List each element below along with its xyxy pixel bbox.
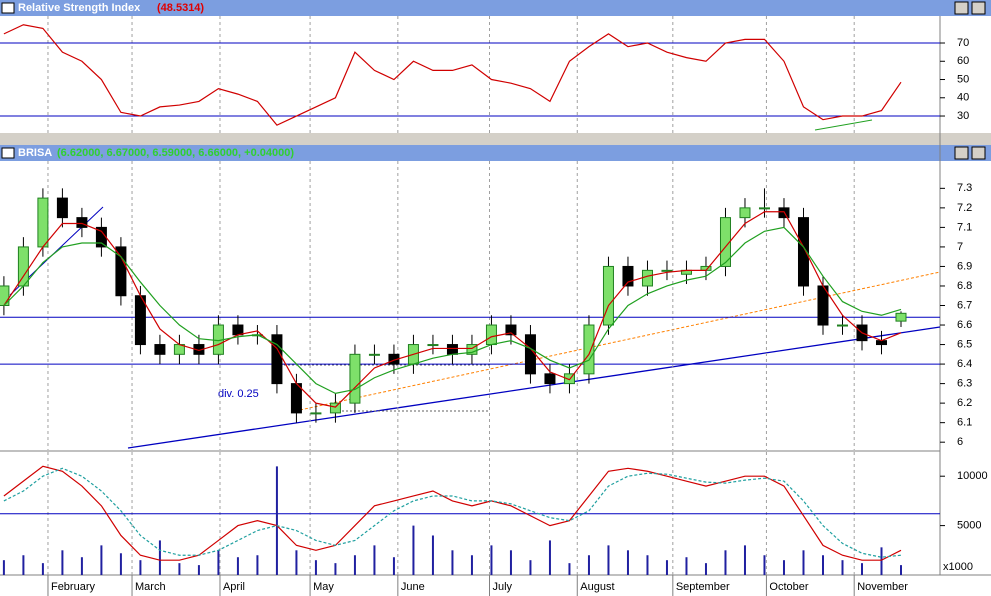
candle-body — [466, 344, 478, 355]
line-series — [3, 226, 902, 395]
candle-body — [115, 246, 127, 297]
close-button[interactable] — [971, 146, 986, 160]
y-tick-label: 7.1 — [957, 221, 972, 233]
x-tick-label: November — [857, 581, 908, 593]
line-series — [3, 467, 902, 558]
candle-body — [349, 353, 361, 404]
candle-body — [427, 344, 439, 347]
y-tick-label: 6.5 — [957, 338, 972, 350]
candle-body — [154, 344, 166, 355]
candle-body — [622, 265, 634, 287]
y-tick-label: 6.2 — [957, 397, 972, 409]
x-tick-label: June — [401, 581, 425, 593]
line-series — [3, 465, 902, 561]
line-series — [3, 24, 902, 126]
title-bar — [0, 145, 991, 161]
candle-body — [56, 197, 68, 219]
candle-body — [641, 269, 653, 287]
candle-body — [76, 217, 88, 228]
candle-body — [836, 324, 848, 327]
y-tick-label: 6.8 — [957, 280, 972, 292]
x-tick-label: July — [493, 581, 513, 593]
restore-button[interactable] — [954, 146, 969, 160]
pane-title: BRISA — [18, 147, 52, 159]
candle-body — [290, 383, 302, 414]
x-tick-label: April — [223, 581, 245, 593]
candle-body — [661, 269, 673, 272]
y-tick-label: 6.1 — [957, 417, 972, 429]
candle-body — [797, 217, 809, 287]
candle-body — [446, 344, 458, 355]
candle-body — [271, 334, 283, 385]
y-tick-label: 6.7 — [957, 299, 972, 311]
window-icon — [1, 2, 15, 14]
candle-body — [37, 197, 49, 248]
y-tick-label: 50 — [957, 73, 969, 85]
x-tick-label: March — [135, 581, 166, 593]
trend-line — [299, 271, 941, 411]
y-tick-label: 6.3 — [957, 378, 972, 390]
candle-body — [505, 324, 517, 336]
candle-body — [134, 295, 146, 346]
candle-body — [739, 207, 751, 219]
close-button[interactable] — [971, 1, 986, 15]
candle-body — [524, 334, 536, 375]
title-bar — [0, 0, 991, 16]
candle-body — [758, 207, 770, 210]
candle-body — [719, 217, 731, 267]
y-tick-label: 6.6 — [957, 319, 972, 331]
line-series — [3, 211, 902, 408]
y-tick-label: 60 — [957, 55, 969, 67]
candle-body — [583, 324, 595, 375]
y-tick-label: 6.4 — [957, 358, 972, 370]
y-tick-label: 10000 — [957, 470, 988, 482]
y-tick-label: 5000 — [957, 520, 981, 532]
x-tick-label: August — [580, 581, 614, 593]
x-tick-label: May — [313, 581, 334, 593]
x-tick-label: September — [676, 581, 730, 593]
y-tick-label: 70 — [957, 37, 969, 49]
candle-body — [17, 246, 29, 287]
candle-body — [895, 312, 907, 322]
separator — [0, 133, 991, 145]
pane-title-value: (48.5314) — [157, 2, 204, 14]
candle-body — [310, 412, 322, 415]
candle-body — [602, 265, 614, 326]
candle-body — [329, 402, 341, 414]
trend-line — [127, 326, 941, 449]
trend-line — [814, 119, 873, 131]
y-tick-label: 6 — [957, 436, 963, 448]
pane-title-value: (6.62000, 6.67000, 6.59000, 6.66000, +0.… — [57, 147, 294, 159]
restore-button[interactable] — [954, 1, 969, 15]
y-tick-label: 7.2 — [957, 202, 972, 214]
x-tick-label: October — [769, 581, 808, 593]
window-icon — [1, 147, 15, 159]
y-tick-label: 7 — [957, 241, 963, 253]
annotation: div. 0.25 — [218, 388, 259, 400]
candle-body — [368, 353, 380, 356]
pane-title: Relative Strength Index — [18, 2, 141, 14]
y-tick-label: 40 — [957, 92, 969, 104]
x-tick-label: February — [51, 581, 96, 593]
y-tick-label: 7.3 — [957, 182, 972, 194]
candle-body — [232, 324, 244, 336]
y-tick-label: 6.9 — [957, 260, 972, 272]
y-tick-label: 30 — [957, 110, 969, 122]
unit-label: x1000 — [943, 561, 973, 573]
candle-body — [485, 324, 497, 346]
candle-body — [544, 373, 556, 385]
